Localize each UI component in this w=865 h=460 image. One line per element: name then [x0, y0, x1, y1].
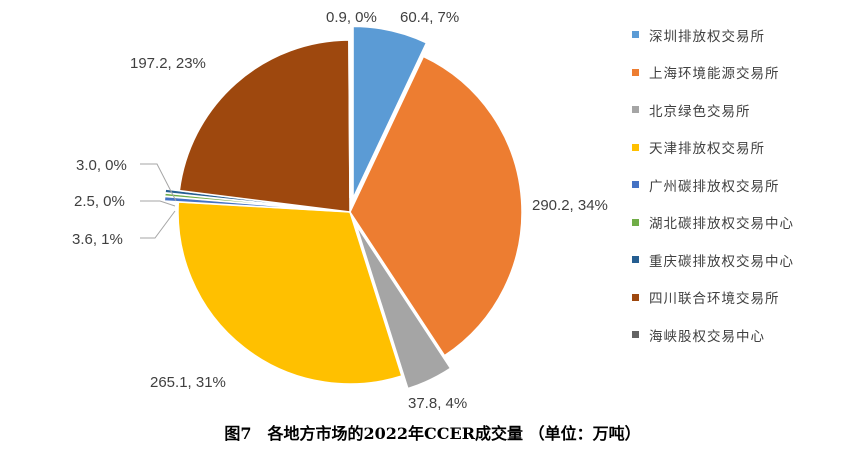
legend-swatch: [632, 31, 639, 39]
legend-swatch: [632, 143, 639, 151]
legend-swatch: [632, 218, 639, 226]
legend-label: 海峡股权交易中心: [649, 328, 765, 345]
data-label: 3.0, 0%: [76, 157, 127, 174]
data-label: 60.4, 7%: [400, 9, 459, 26]
legend-item: 湖北碳排放权交易中心: [632, 204, 862, 242]
legend-item: 深圳排放权交易所: [632, 16, 862, 54]
data-label: 2.5, 0%: [74, 193, 125, 210]
legend-item: 海峡股权交易中心: [632, 316, 862, 354]
leader-line: [140, 200, 176, 207]
legend-label: 广州碳排放权交易所: [649, 178, 780, 195]
legend-label: 天津排放权交易所: [649, 141, 765, 158]
data-label: 3.6, 1%: [72, 231, 123, 248]
legend-label: 重庆碳排放权交易中心: [649, 253, 794, 270]
legend-swatch: [632, 331, 639, 339]
leader-line: [140, 210, 176, 239]
data-label: 0.9, 0%: [326, 9, 377, 26]
leader-line: [140, 163, 177, 202]
pie-slice: [355, 224, 452, 390]
legend-item: 上海环境能源交易所: [632, 54, 862, 92]
legend-item: 四川联合环境交易所: [632, 279, 862, 317]
legend-label: 湖北碳排放权交易中心: [649, 216, 794, 233]
legend-label: 四川联合环境交易所: [649, 291, 780, 308]
legend: 深圳排放权交易所 上海环境能源交易所 北京绿色交易所 天津排放权交易所 广州碳排放权交易…: [632, 16, 862, 354]
legend-label: 上海环境能源交易所: [649, 66, 780, 83]
legend-swatch: [632, 293, 639, 301]
legend-item: 重庆碳排放权交易中心: [632, 241, 862, 279]
legend-item: 天津排放权交易所: [632, 129, 862, 167]
pie-slice: [178, 39, 351, 213]
data-label: 265.1, 31%: [150, 374, 226, 391]
pie-slice: [349, 55, 523, 357]
pie-slice: [177, 201, 403, 385]
chart-caption: 图7 各地方市场的2022年CCER成交量 （单位：万吨）: [224, 424, 641, 443]
legend-swatch: [632, 106, 639, 114]
legend-item: 广州碳排放权交易所: [632, 166, 862, 204]
legend-label: 深圳排放权交易所: [649, 28, 765, 45]
pie-slice: [352, 25, 428, 199]
data-label: 290.2, 34%: [532, 197, 608, 214]
legend-swatch: [632, 181, 639, 189]
data-label: 37.8, 4%: [408, 395, 467, 412]
legend-swatch: [632, 256, 639, 264]
data-label: 197.2, 23%: [130, 55, 206, 72]
legend-item: 北京绿色交易所: [632, 91, 862, 129]
legend-swatch: [632, 68, 639, 76]
legend-label: 北京绿色交易所: [649, 103, 751, 120]
pie-slice: [348, 25, 351, 199]
